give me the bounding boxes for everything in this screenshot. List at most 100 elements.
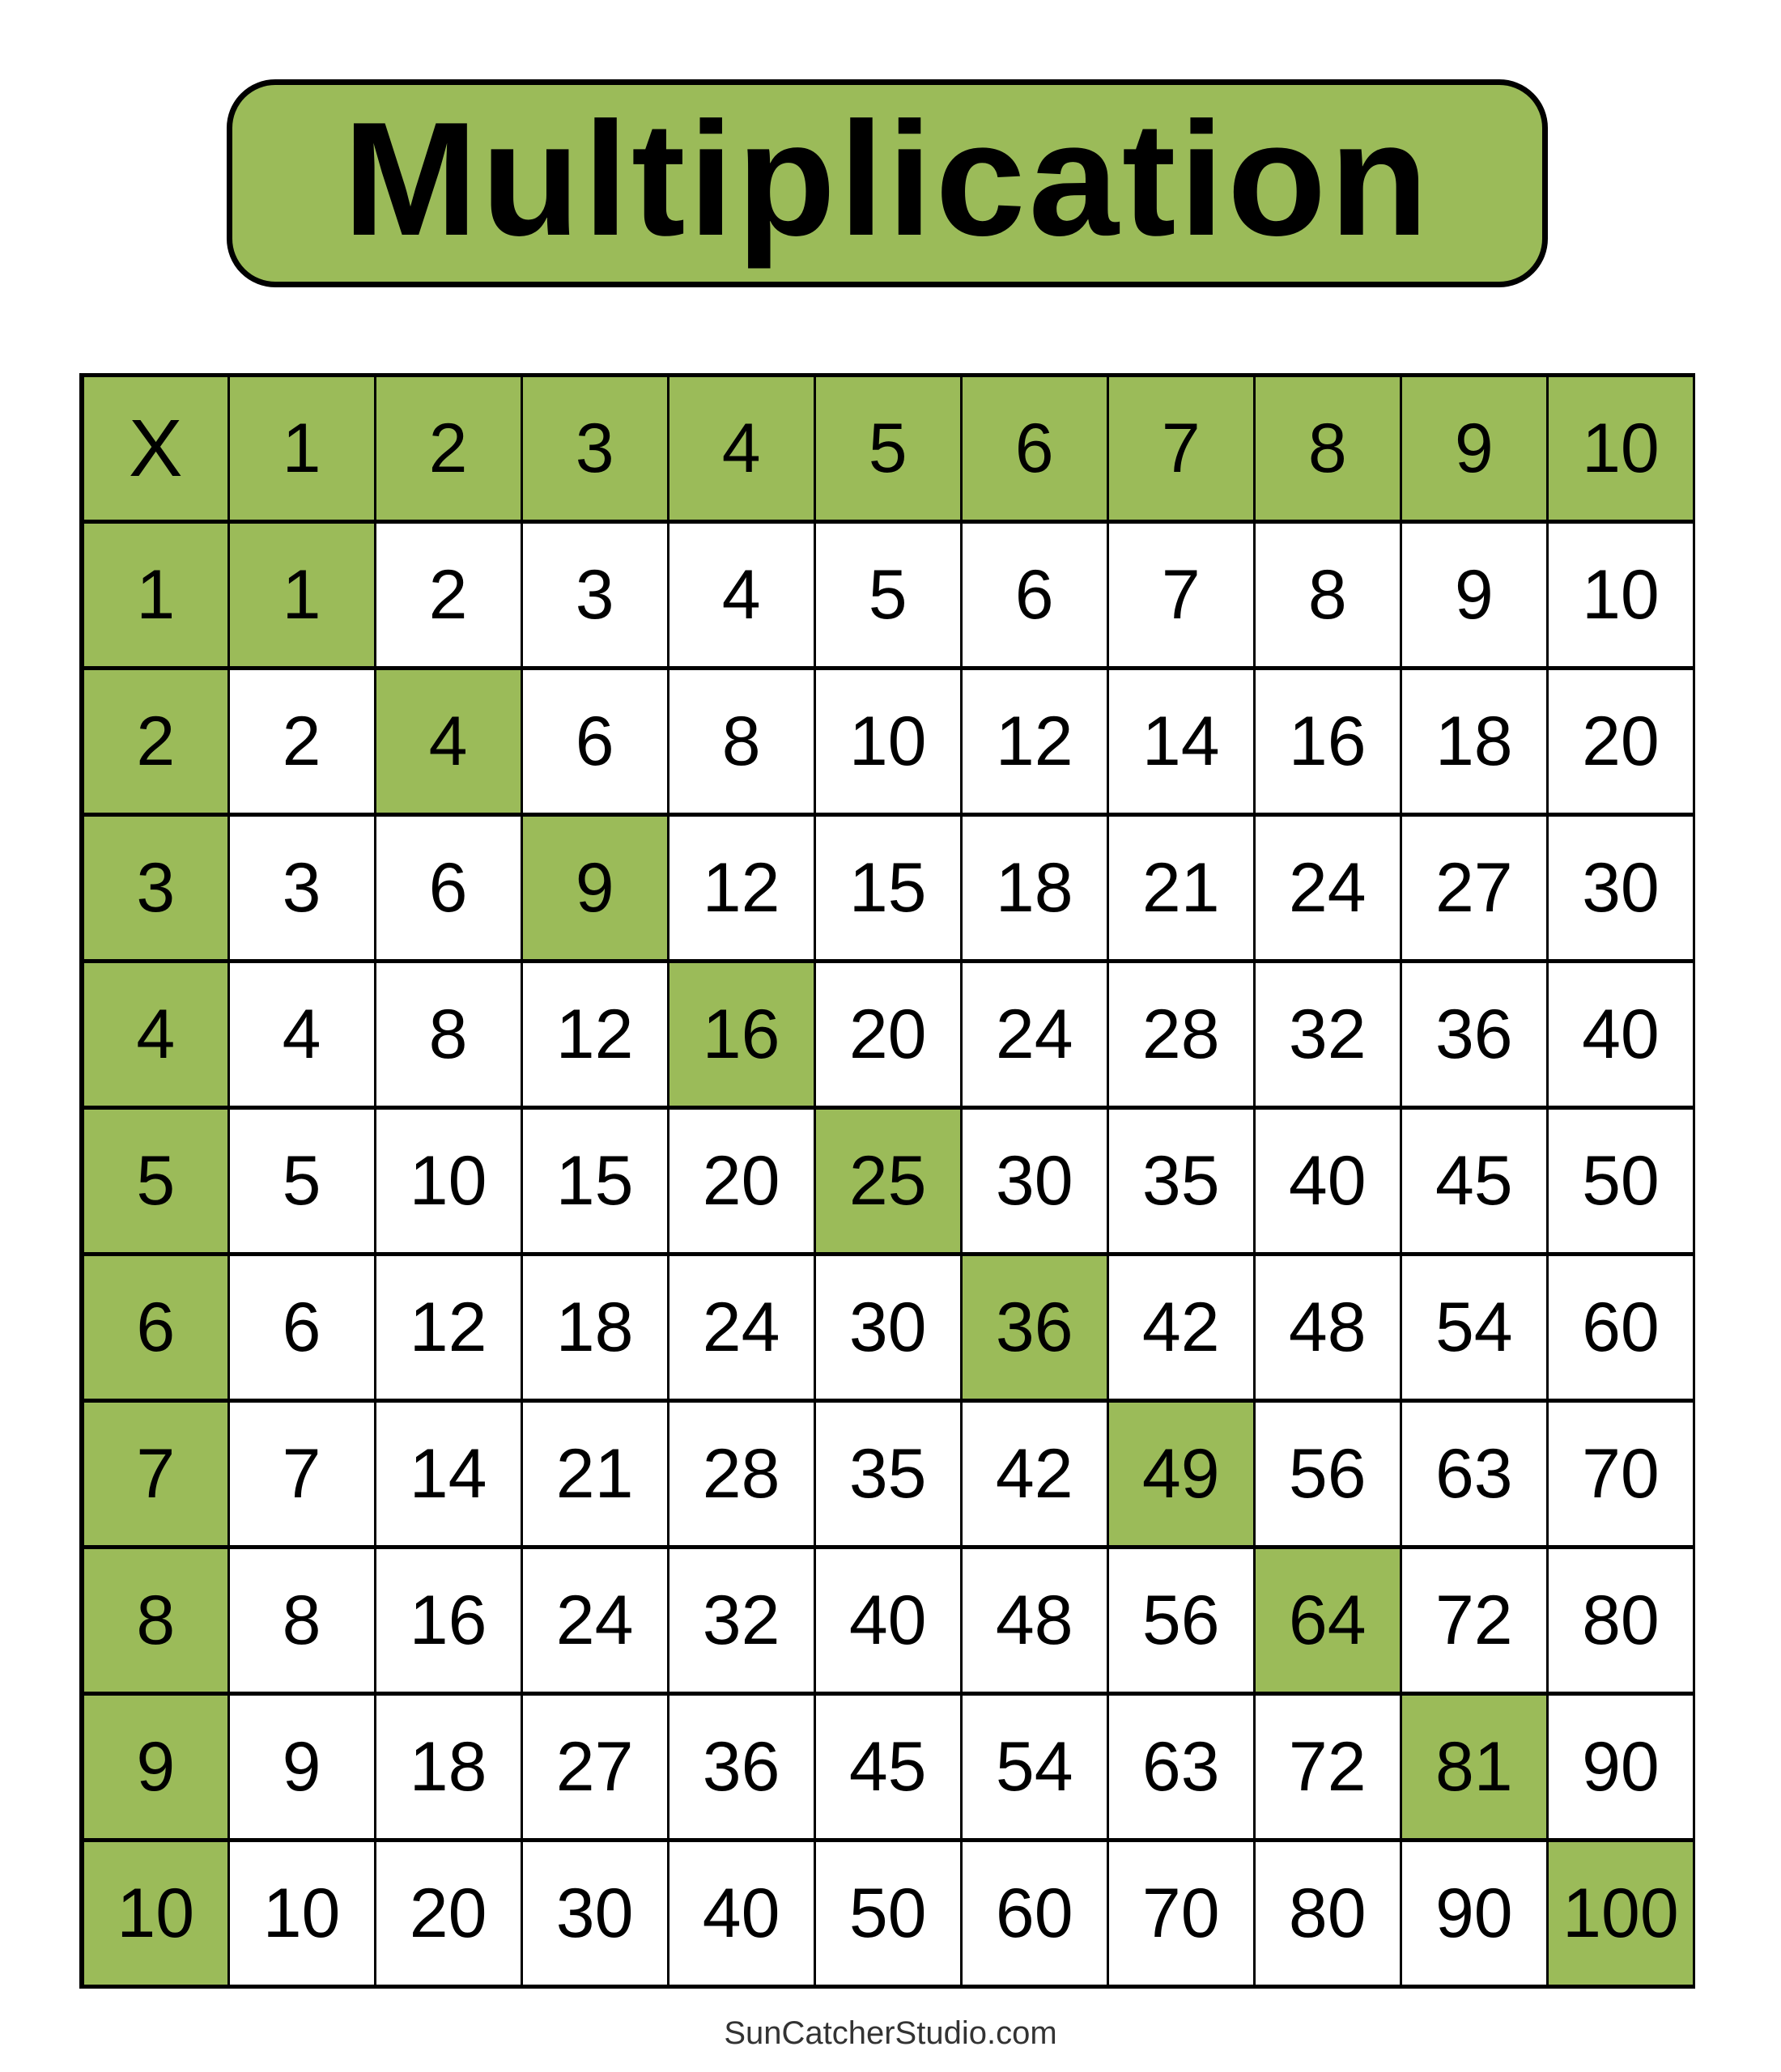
product-cell: 90 [1399,1838,1549,1989]
row-header: 4 [80,959,230,1110]
product-cell: 42 [1106,1252,1256,1403]
product-cell: 6 [373,813,523,963]
column-header: 5 [813,373,963,524]
product-cell: 24 [520,1545,669,1696]
column-header: 7 [1106,373,1256,524]
product-cell: 12 [959,666,1109,817]
product-cell: 20 [666,1106,816,1256]
row-header: 8 [80,1545,230,1696]
product-cell: 50 [1545,1106,1696,1256]
product-cell: 54 [1399,1252,1549,1403]
product-cell: 60 [959,1838,1109,1989]
footer-credit: SunCatcherStudio.com [724,2015,1057,2051]
product-cell: 42 [959,1399,1109,1549]
product-cell: 12 [666,813,816,963]
product-cell: 20 [813,959,963,1110]
product-cell: 32 [1252,959,1402,1110]
product-cell: 8 [227,1545,376,1696]
product-cell: 28 [666,1399,816,1549]
product-cell: 48 [959,1545,1109,1696]
product-cell: 6 [520,666,669,817]
row-header: 3 [80,813,230,963]
product-cell: 30 [1545,813,1696,963]
row-header: 2 [80,666,230,817]
column-header: 4 [666,373,816,524]
product-cell: 15 [813,813,963,963]
title-banner: Multiplication [227,79,1548,287]
product-cell: 7 [227,1399,376,1549]
product-cell: 72 [1252,1692,1402,1842]
square-product-cell: 49 [1106,1399,1256,1549]
product-cell: 3 [227,813,376,963]
corner-cell: X [80,373,230,524]
product-cell: 24 [1252,813,1402,963]
product-cell: 18 [373,1692,523,1842]
square-product-cell: 1 [227,520,376,670]
row-header: 9 [80,1692,230,1842]
product-cell: 60 [1545,1252,1696,1403]
product-cell: 5 [227,1106,376,1256]
row-header: 5 [80,1106,230,1256]
product-cell: 3 [520,520,669,670]
product-cell: 36 [666,1692,816,1842]
product-cell: 16 [373,1545,523,1696]
product-cell: 15 [520,1106,669,1256]
product-cell: 90 [1545,1692,1696,1842]
product-cell: 45 [813,1692,963,1842]
product-cell: 35 [1106,1106,1256,1256]
product-cell: 20 [373,1838,523,1989]
product-cell: 48 [1252,1252,1402,1403]
square-product-cell: 9 [520,813,669,963]
product-cell: 10 [227,1838,376,1989]
product-cell: 12 [520,959,669,1110]
product-cell: 40 [666,1838,816,1989]
product-cell: 20 [1545,666,1696,817]
product-cell: 4 [227,959,376,1110]
table-row: 3 3 6 9 12 15 18 21 24 27 30 [80,813,1696,963]
table-row: 5 5 10 15 20 25 30 35 40 45 50 [80,1106,1696,1256]
product-cell: 14 [373,1399,523,1549]
column-header: 2 [373,373,523,524]
product-cell: 80 [1545,1545,1696,1696]
row-header: 10 [80,1838,230,1989]
product-cell: 5 [813,520,963,670]
product-cell: 63 [1106,1692,1256,1842]
product-cell: 7 [1106,520,1256,670]
table-row: 4 4 8 12 16 20 24 28 32 36 40 [80,959,1696,1110]
product-cell: 8 [666,666,816,817]
product-cell: 2 [227,666,376,817]
square-product-cell: 36 [959,1252,1109,1403]
product-cell: 40 [813,1545,963,1696]
column-header: 3 [520,373,669,524]
product-cell: 27 [520,1692,669,1842]
product-cell: 54 [959,1692,1109,1842]
product-cell: 45 [1399,1106,1549,1256]
product-cell: 6 [959,520,1109,670]
product-cell: 24 [959,959,1109,1110]
product-cell: 30 [520,1838,669,1989]
product-cell: 28 [1106,959,1256,1110]
product-cell: 18 [1399,666,1549,817]
square-product-cell: 81 [1399,1692,1549,1842]
square-product-cell: 4 [373,666,523,817]
square-product-cell: 25 [813,1106,963,1256]
product-cell: 50 [813,1838,963,1989]
page-title: Multiplication [342,88,1432,270]
column-header: 1 [227,373,376,524]
product-cell: 80 [1252,1838,1402,1989]
product-cell: 9 [227,1692,376,1842]
product-cell: 6 [227,1252,376,1403]
product-cell: 24 [666,1252,816,1403]
product-cell: 30 [813,1252,963,1403]
square-product-cell: 16 [666,959,816,1110]
product-cell: 8 [373,959,523,1110]
product-cell: 40 [1252,1106,1402,1256]
product-cell: 21 [1106,813,1256,963]
product-cell: 72 [1399,1545,1549,1696]
product-cell: 63 [1399,1399,1549,1549]
column-header: 10 [1545,373,1696,524]
product-cell: 10 [373,1106,523,1256]
table-row: 8 8 16 24 32 40 48 56 64 72 80 [80,1545,1696,1696]
product-cell: 70 [1106,1838,1256,1989]
product-cell: 16 [1252,666,1402,817]
